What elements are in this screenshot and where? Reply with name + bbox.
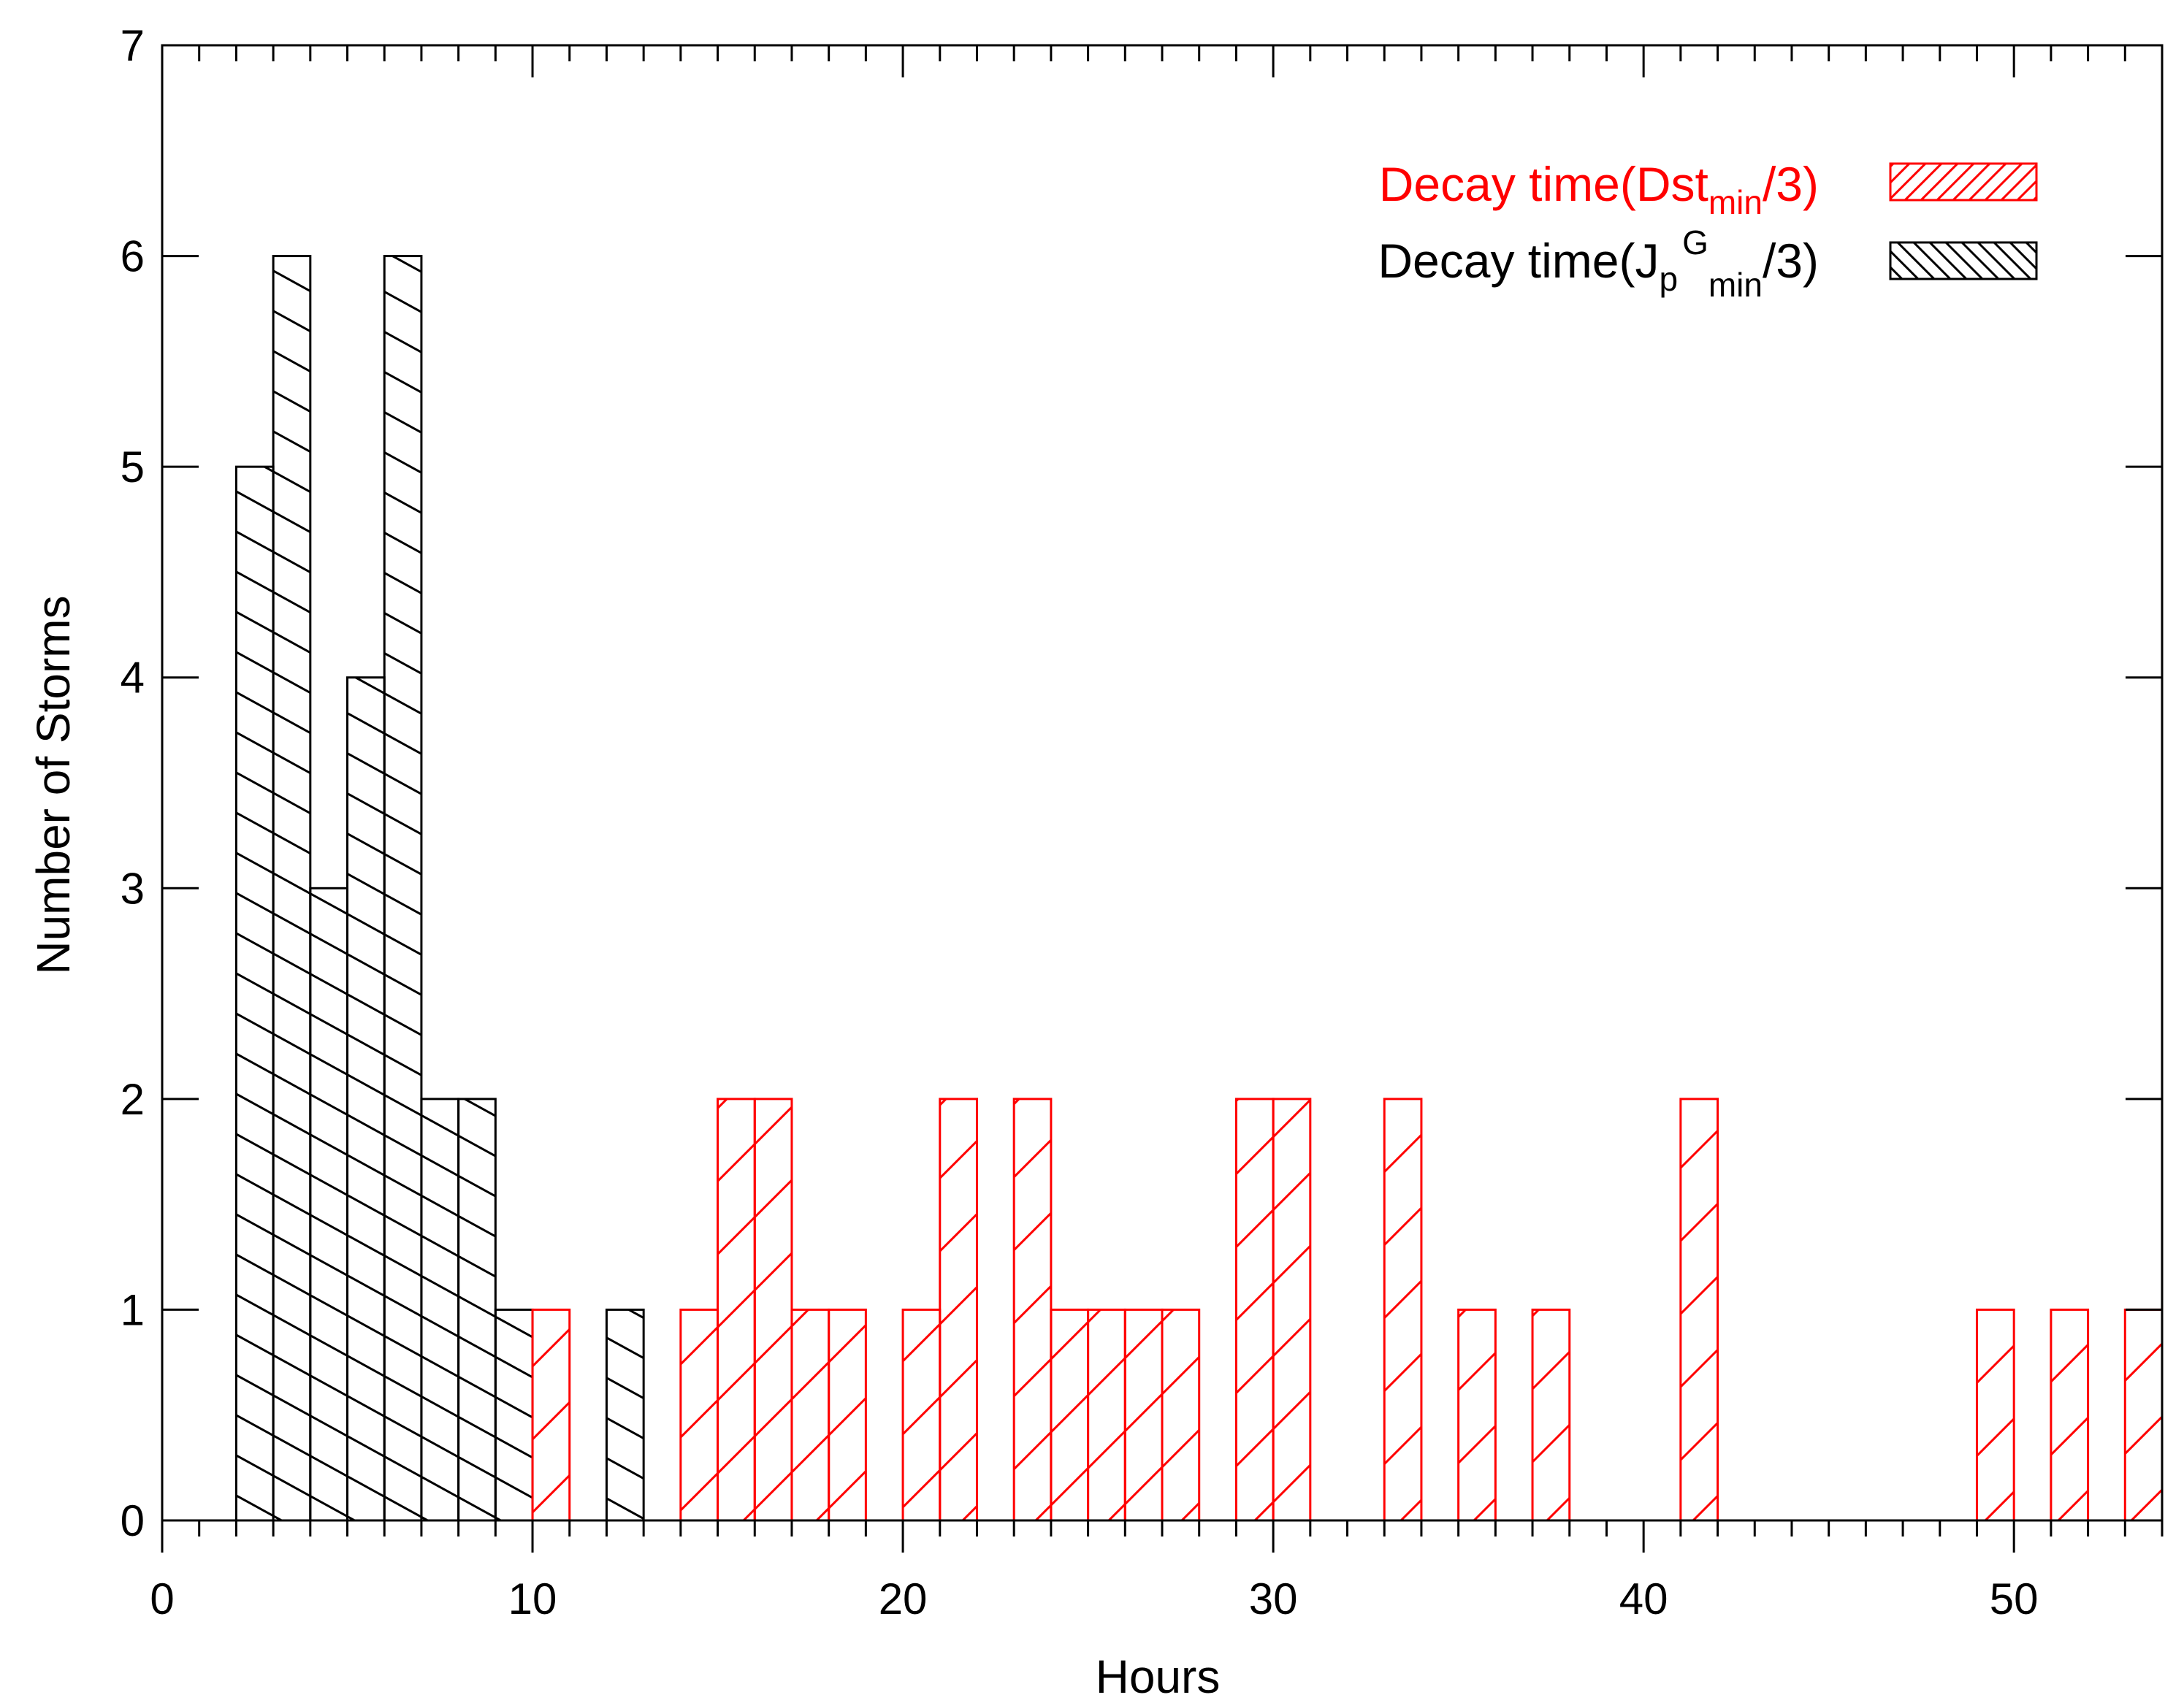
red-bar-10	[531, 1308, 571, 1522]
red-bar-26	[1123, 1308, 1164, 1522]
red-bar-53	[2123, 1308, 2164, 1522]
red-bar-23	[1012, 1098, 1053, 1522]
red-bar-37	[1531, 1308, 1571, 1522]
red-bar-30	[1272, 1098, 1312, 1522]
black-bar-9	[494, 1308, 534, 1522]
red-bar-33	[1383, 1098, 1423, 1522]
x-tick-label: 50	[1990, 1574, 2039, 1623]
legend-swatch-red	[1889, 162, 2038, 202]
axis-ticks	[161, 44, 2164, 1553]
red-bar-15	[717, 1098, 756, 1522]
black-series-bars	[234, 255, 645, 1522]
legend-entry-black: Decay time(JpGmin/3)	[1378, 223, 2038, 304]
black-bar-2	[234, 465, 275, 1522]
red-bar-14	[679, 1308, 719, 1522]
legend-label-red: Decay time(Dstmin/3)	[1379, 157, 1819, 221]
red-series-bars	[531, 1098, 2164, 1522]
x-tick-label: 0	[150, 1574, 174, 1623]
red-bar-21	[939, 1098, 978, 1522]
black-bar-6	[383, 255, 423, 1522]
black-bar-5	[346, 676, 386, 1522]
red-bar-27	[1161, 1308, 1201, 1522]
black-bar-8	[457, 1098, 497, 1522]
red-bar-49	[1975, 1308, 2015, 1522]
black-bar-4	[309, 887, 349, 1522]
red-bar-24	[1050, 1308, 1090, 1522]
black-bar-3	[272, 255, 312, 1522]
red-bar-18	[828, 1308, 867, 1522]
x-tick-label: 30	[1249, 1574, 1298, 1623]
red-bar-25	[1087, 1308, 1126, 1522]
y-tick-label: 4	[121, 654, 145, 703]
axis-tick-labels: 0 10 20 30 40 50 0 1 2 3 4 5 6 7	[121, 21, 2039, 1623]
red-bar-35	[1457, 1308, 1497, 1522]
legend-label-black: Decay time(JpGmin/3)	[1378, 223, 1819, 304]
y-tick-label: 1	[121, 1285, 145, 1334]
legend-entry-red: Decay time(Dstmin/3)	[1379, 157, 2038, 221]
y-axis-label: Number of Storms	[27, 595, 80, 974]
red-bar-17	[790, 1308, 831, 1522]
x-tick-label: 10	[508, 1574, 557, 1623]
x-axis-label: Hours	[1096, 1650, 1221, 1703]
legend-swatch-black	[1889, 241, 2038, 280]
legend: Decay time(Dstmin/3) Decay time(JpGmin/3…	[1378, 157, 2038, 304]
x-tick-label: 40	[1619, 1574, 1668, 1623]
red-bar-41	[1679, 1098, 1719, 1522]
red-bar-20	[901, 1308, 942, 1522]
y-tick-label: 6	[121, 232, 145, 281]
y-tick-label: 5	[121, 443, 145, 491]
black-bar-12	[605, 1308, 645, 1522]
x-tick-label: 20	[879, 1574, 928, 1623]
red-bar-29	[1234, 1098, 1275, 1522]
y-tick-label: 7	[121, 21, 145, 70]
y-tick-label: 0	[121, 1496, 145, 1545]
y-tick-label: 3	[121, 864, 145, 913]
black-bar-7	[420, 1098, 460, 1522]
red-bar-51	[2050, 1308, 2090, 1522]
y-tick-label: 2	[121, 1075, 145, 1124]
red-bar-16	[753, 1098, 793, 1522]
